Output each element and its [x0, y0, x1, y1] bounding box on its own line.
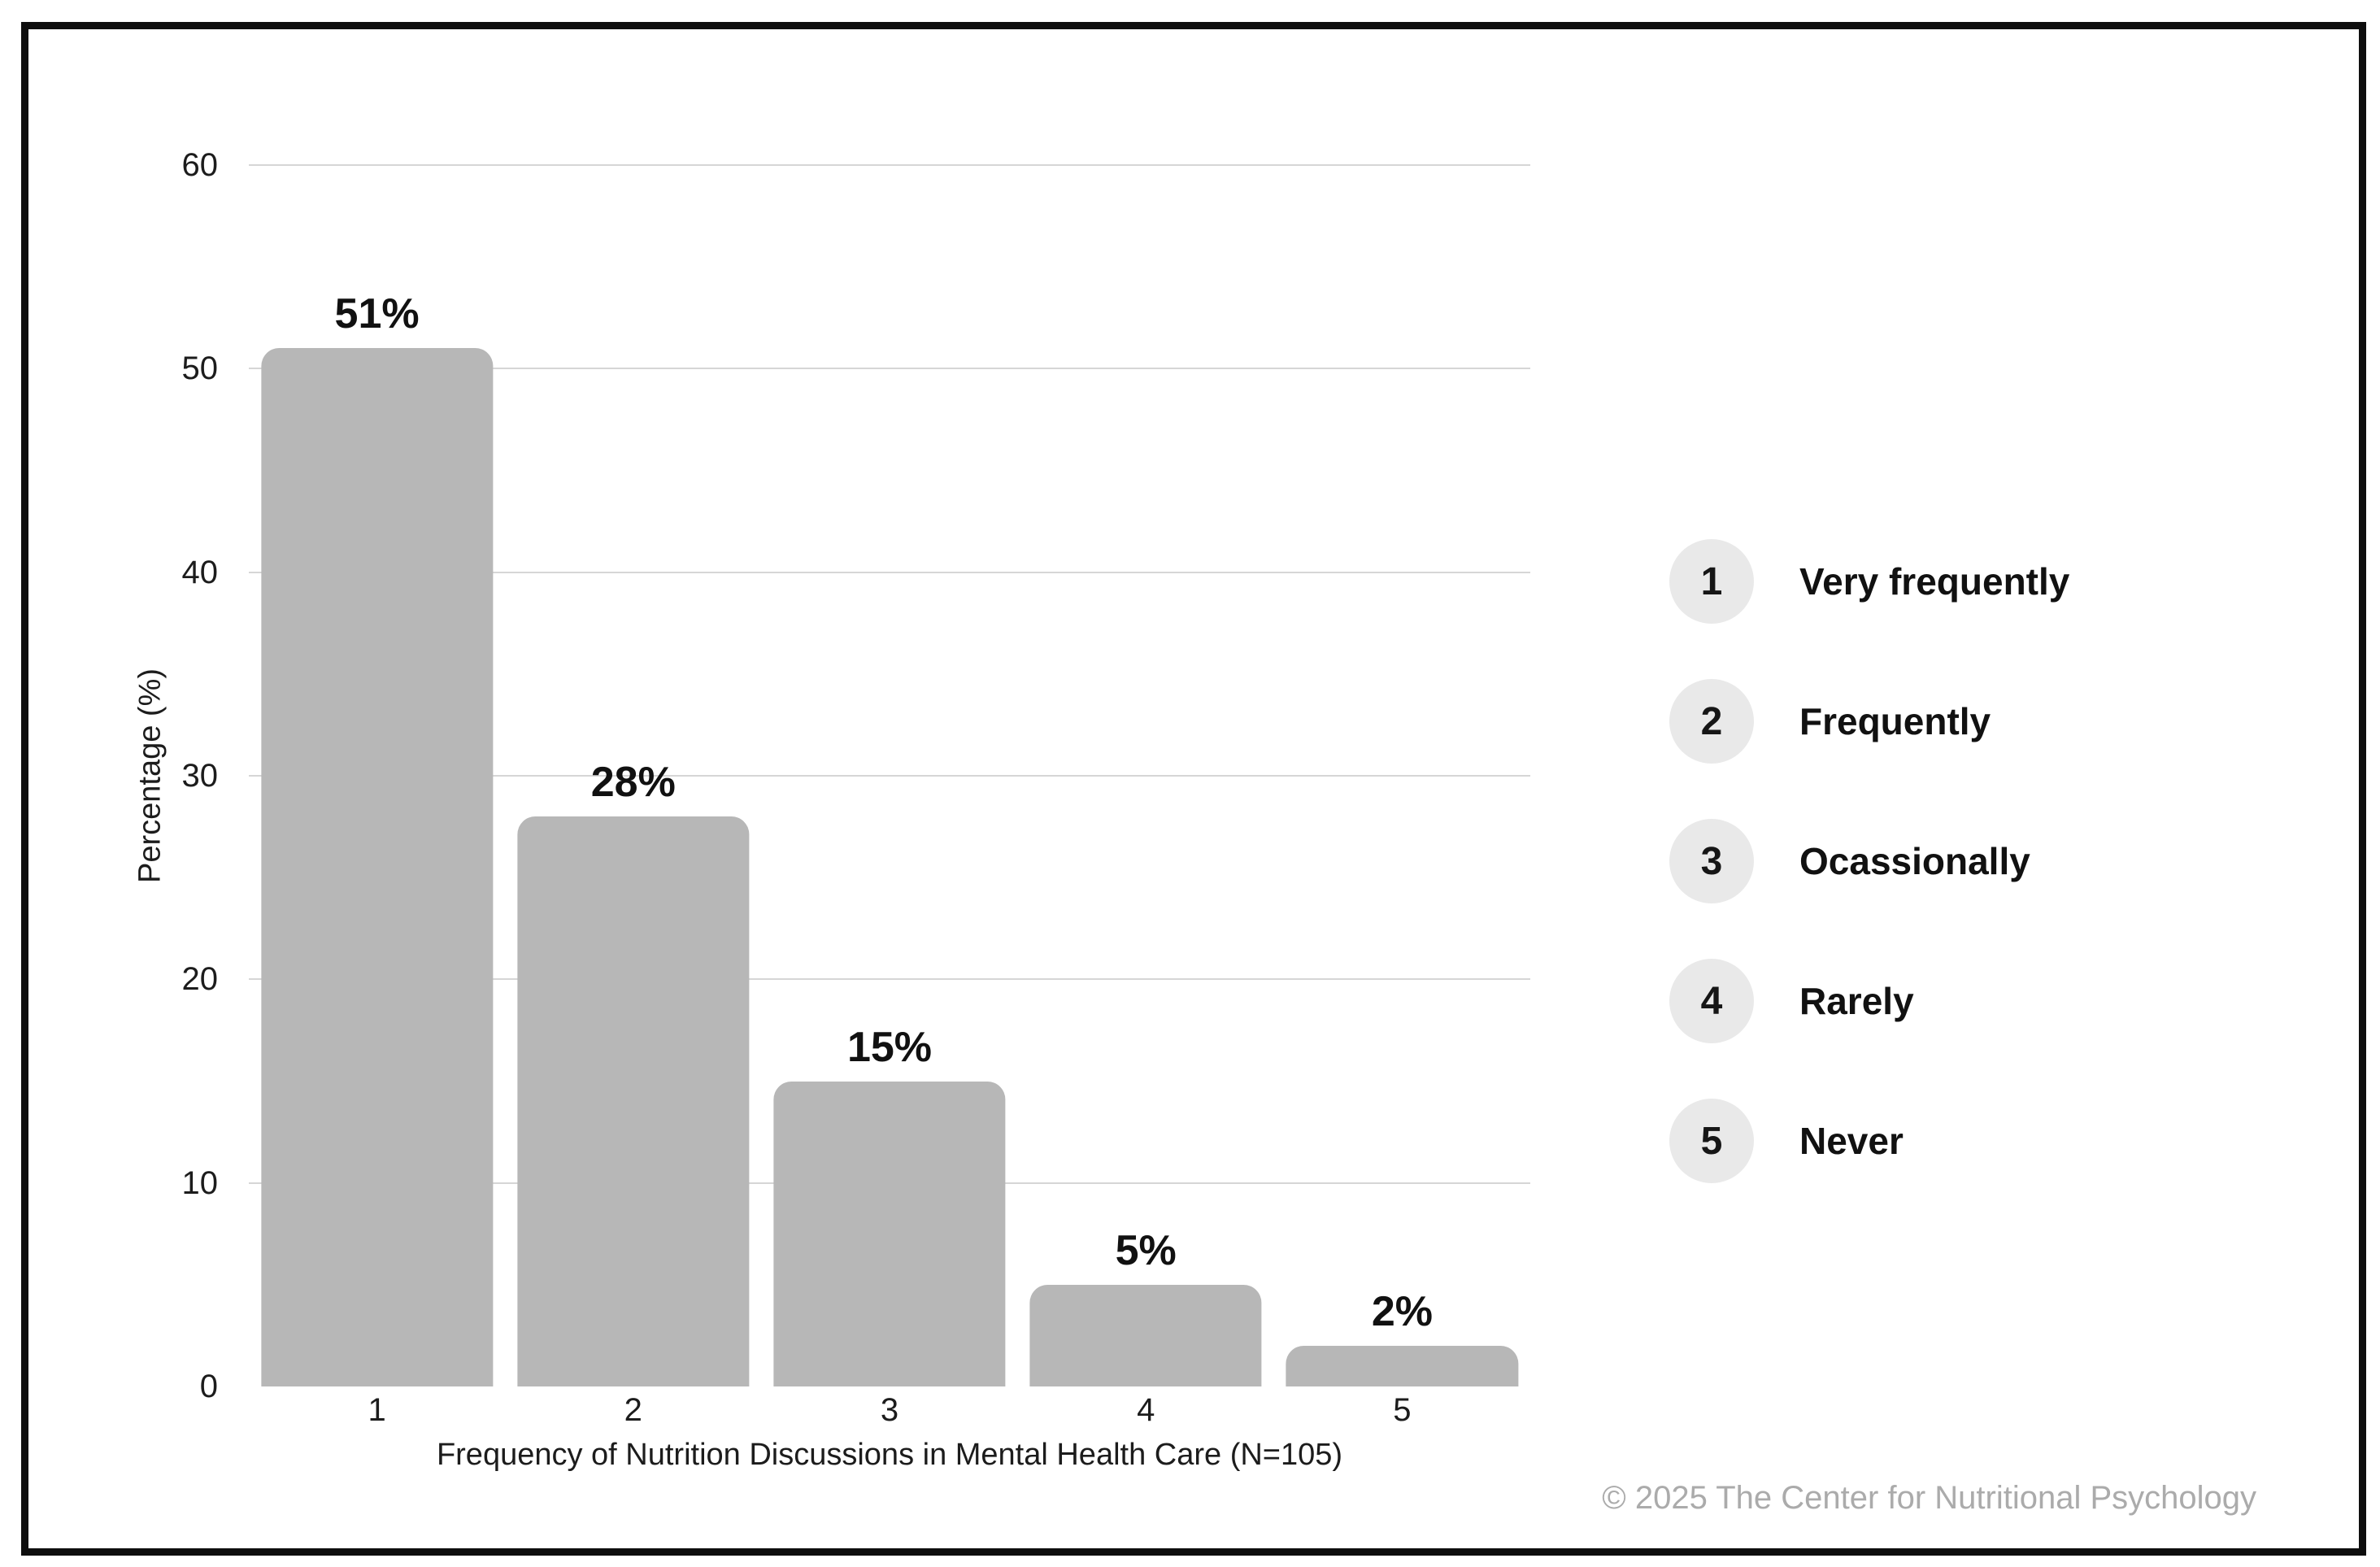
legend-item-4: 4 Rarely — [1669, 959, 1914, 1043]
gridline-y60 — [249, 164, 1530, 166]
y-axis-tick-labels: 0 10 20 30 40 50 60 — [78, 149, 219, 1403]
legend-badge-2: 2 — [1669, 679, 1754, 764]
x-tick-label-5: 5 — [1393, 1392, 1412, 1428]
x-tick-label-4: 4 — [1137, 1392, 1155, 1428]
legend-item-3: 3 Ocassionally — [1669, 819, 2030, 903]
x-tick-label-1: 1 — [368, 1392, 386, 1428]
y-tick-label-10: 10 — [181, 1164, 219, 1201]
bar-2 — [517, 816, 750, 1386]
legend-label-5: Never — [1799, 1120, 1904, 1162]
legend-label-1: Very frequently — [1799, 560, 2070, 603]
y-tick-label-0: 0 — [199, 1369, 218, 1404]
legend-item-2: 2 Frequently — [1669, 679, 1991, 764]
x-axis-title: Frequency of Nutrition Discussions in Me… — [436, 1438, 1343, 1472]
bar-slot-4: 5% — [1018, 165, 1274, 1386]
gridline-y50 — [249, 368, 1530, 370]
legend-item-1: 1 Very frequently — [1669, 539, 2069, 624]
legend-badge-1: 1 — [1669, 539, 1754, 624]
x-tick-label-2: 2 — [624, 1392, 642, 1428]
legend-item-5: 5 Never — [1669, 1099, 1904, 1183]
bar-value-label-2: 28% — [590, 759, 676, 807]
bar-value-label-3: 15% — [846, 1023, 933, 1071]
bar-value-label-5: 2% — [1371, 1287, 1433, 1335]
x-axis-tick-labels: 1 2 3 4 5 — [249, 1394, 1530, 1426]
plot-area: 51% 28% 15% 5% 2% — [249, 164, 1530, 1386]
legend-label-4: Rarely — [1799, 980, 1914, 1022]
bar-slot-5: 2% — [1274, 165, 1530, 1386]
legend-badge-3: 3 — [1669, 819, 1754, 903]
legend-label-2: Frequently — [1799, 700, 1991, 742]
bar-slot-2: 28% — [505, 165, 761, 1386]
bar-value-label-4: 5% — [1115, 1226, 1177, 1274]
gridline-y40 — [249, 571, 1530, 573]
y-tick-label-40: 40 — [181, 554, 219, 590]
legend-badge-4: 4 — [1669, 959, 1754, 1043]
bar-5 — [1286, 1345, 1519, 1386]
gridline-y30 — [249, 775, 1530, 777]
y-tick-label-30: 30 — [181, 758, 219, 794]
bar-3 — [773, 1081, 1006, 1386]
y-tick-label-50: 50 — [181, 350, 219, 387]
copyright-text: © 2025 The Center for Nutritional Psycho… — [1602, 1480, 2256, 1516]
bar-slot-3: 15% — [761, 165, 1017, 1386]
legend-badge-5: 5 — [1669, 1099, 1754, 1183]
bar-4 — [1029, 1284, 1262, 1386]
gridline-y20 — [249, 978, 1530, 981]
bar-slot-1: 51% — [249, 165, 505, 1386]
legend-label-3: Ocassionally — [1799, 840, 2030, 882]
bar-1 — [260, 348, 494, 1386]
x-tick-label-3: 3 — [880, 1392, 899, 1428]
y-tick-label-60: 60 — [181, 147, 219, 183]
y-tick-label-20: 20 — [181, 961, 219, 998]
bar-value-label-1: 51% — [334, 290, 420, 338]
